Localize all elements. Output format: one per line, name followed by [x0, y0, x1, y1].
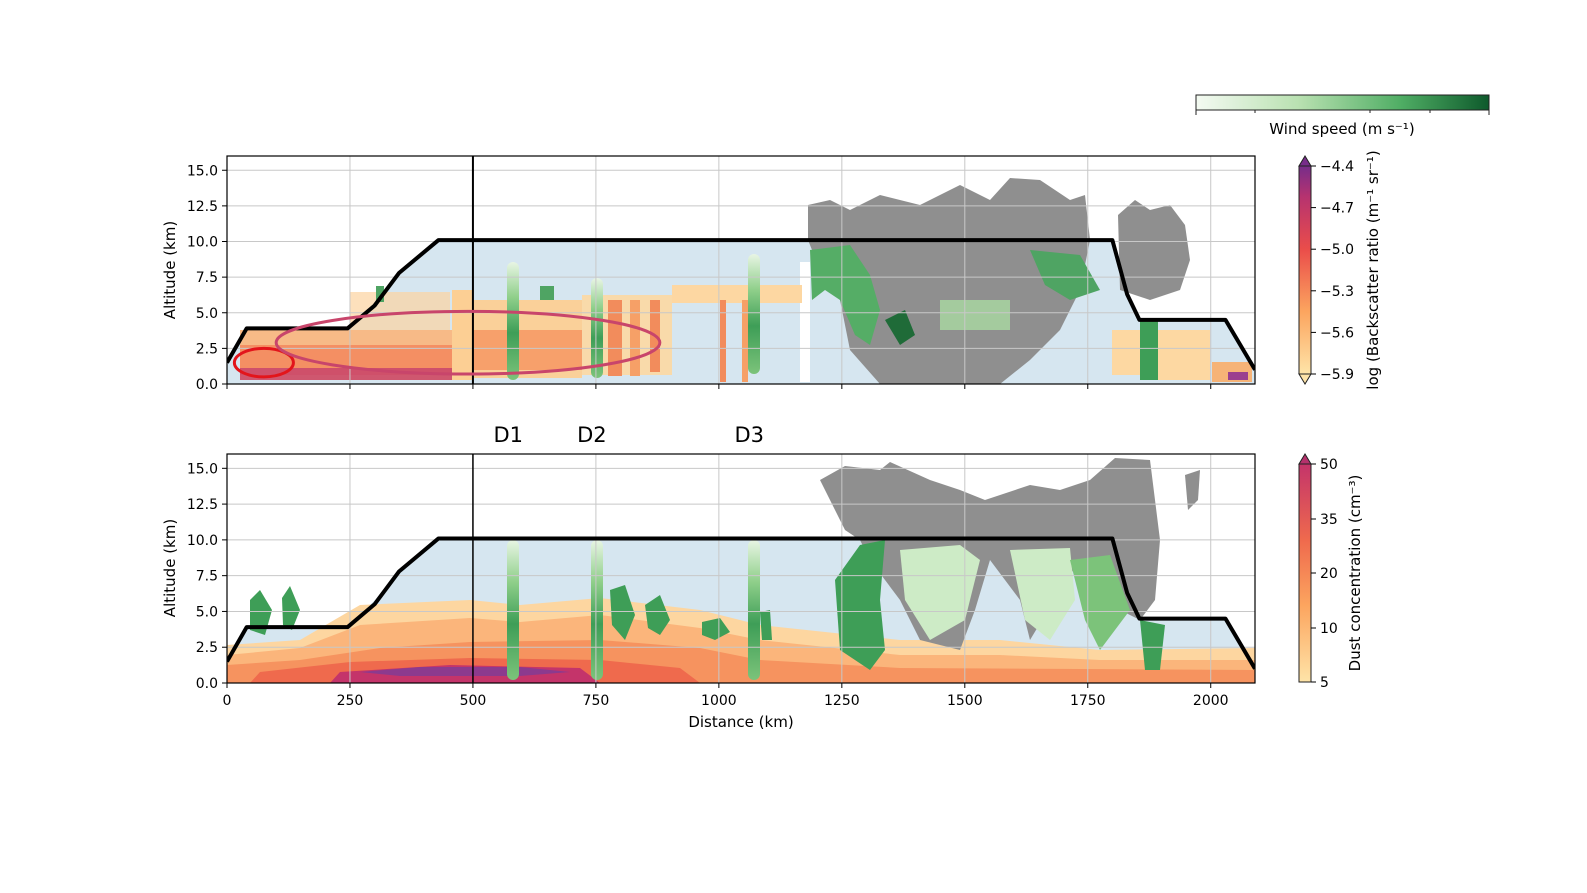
dust-colorbar-ramp [1298, 463, 1312, 683]
ytick-label: 15.0 [187, 163, 218, 179]
backscatter-colorbar: −4.4 −4.7 −5.0 −5.3 −5.6 −5.9 log (Backscatte… [1298, 150, 1382, 390]
bottom-sonde-d1 [507, 540, 519, 680]
dropsonde-label-d3: D3 [735, 423, 765, 447]
dust-colorbar-tick-label: 10 [1320, 621, 1338, 637]
xtick-label: 1250 [824, 693, 860, 709]
xtick-label: 500 [460, 693, 487, 709]
backscatter-colorbar-ramp [1298, 165, 1312, 375]
bottom-ylabel: Altitude (km) [161, 519, 179, 617]
bottom-xlabel: Distance (km) [688, 713, 793, 731]
xtick-label: 1500 [947, 693, 983, 709]
xtick-label: 0 [223, 693, 232, 709]
top-ylabel: Altitude (km) [161, 221, 179, 319]
ytick-label: 12.5 [187, 497, 218, 513]
top-flight-track [227, 238, 1255, 371]
xtick-label: 2000 [1193, 693, 1229, 709]
backscatter-colorbar-tip-top [1298, 155, 1312, 167]
backscatter-colorbar-tick-label: −4.7 [1320, 201, 1354, 217]
backscatter-colorbar-tick-label: −5.0 [1320, 242, 1354, 258]
top-sonde-d2 [591, 278, 603, 378]
ytick-label: 7.5 [196, 569, 218, 585]
ytick-label: 5.0 [196, 306, 218, 322]
dropsonde-labels: D1 D2 D3 [494, 423, 765, 447]
ytick-label: 10.0 [187, 533, 218, 549]
xtick-label: 250 [337, 693, 364, 709]
top-panel-plot-area [227, 156, 1255, 384]
bottom-xticks: 0 250 500 750 1000 1250 1500 1750 2000 [223, 683, 1229, 709]
dust-colorbar-tick-label: 20 [1320, 566, 1338, 582]
top-xticks [226, 384, 1212, 389]
backscatter-colorbar-label: log (Backscatter ratio (m⁻¹ sr⁻¹) [1364, 150, 1382, 389]
top-ellipse-pink [274, 309, 662, 376]
top-yticks: 0.0 2.5 5.0 7.5 10.0 12.5 15.0 [187, 163, 227, 393]
wind-colorbar-ramp [1195, 94, 1490, 111]
backscatter-colorbar-tick-label: −4.4 [1320, 159, 1354, 175]
wind-colorbar: Wind speed (m s⁻¹) [1195, 94, 1490, 138]
backscatter-colorbar-tick-label: −5.3 [1320, 284, 1354, 300]
wind-colorbar-label: Wind speed (m s⁻¹) [1269, 120, 1414, 138]
bottom-sonde-d3 [748, 540, 760, 680]
ytick-label: 0.0 [196, 377, 218, 393]
bottom-sonde-d2 [591, 540, 603, 680]
top-panel: 0.0 2.5 5.0 7.5 10.0 12.5 15.0 Altitude (km) −… [161, 150, 1382, 393]
dust-colorbar-tick-label: 5 [1320, 675, 1329, 691]
top-cloud-gray [808, 178, 1190, 384]
xtick-label: 1000 [701, 693, 737, 709]
top-ellipse-red [232, 346, 295, 379]
bottom-dust-layers [227, 598, 1255, 683]
dust-colorbar-tip-top [1298, 453, 1312, 465]
top-backscatter-aerosol [240, 285, 1252, 382]
ytick-label: 15.0 [187, 461, 218, 477]
dust-colorbar-tick-label: 35 [1320, 512, 1338, 528]
xtick-label: 1750 [1070, 693, 1106, 709]
xtick-label: 750 [583, 693, 610, 709]
bottom-yticks: 0.0 2.5 5.0 7.5 10.0 12.5 15.0 [187, 461, 227, 692]
dust-colorbar-label: Dust concentration (cm⁻³) [1346, 475, 1364, 672]
ytick-label: 12.5 [187, 199, 218, 215]
backscatter-colorbar-tick-label: −5.6 [1320, 325, 1354, 341]
bottom-flight-track [227, 536, 1255, 670]
backscatter-colorbar-tip-bottom [1298, 373, 1312, 385]
ytick-label: 2.5 [196, 341, 218, 357]
ytick-label: 0.0 [196, 676, 218, 692]
top-sonde-d3 [748, 254, 760, 374]
top-wind-green [376, 245, 1158, 380]
ytick-label: 2.5 [196, 640, 218, 656]
ytick-label: 5.0 [196, 604, 218, 620]
ytick-label: 10.0 [187, 235, 218, 251]
top-panel-frame [226, 155, 1256, 385]
bottom-wind-green [250, 540, 1165, 670]
dropsonde-label-d1: D1 [494, 423, 524, 447]
bottom-cloud-gray [820, 458, 1200, 650]
backscatter-colorbar-tick-label: −5.9 [1320, 367, 1354, 383]
dropsonde-label-d2: D2 [577, 423, 607, 447]
bottom-panel-plot-area [227, 454, 1255, 683]
bottom-panel-frame [226, 453, 1256, 684]
dust-colorbar: 50 35 20 10 5 Dust concentration (cm⁻³) [1298, 453, 1364, 691]
ytick-label: 7.5 [196, 270, 218, 286]
dust-colorbar-tick-label: 50 [1320, 457, 1338, 473]
bottom-panel: 0.0 2.5 5.0 7.5 10.0 12.5 15.0 0 250 500 750 1000 1… [161, 453, 1364, 731]
top-sonde-d1 [507, 262, 519, 380]
